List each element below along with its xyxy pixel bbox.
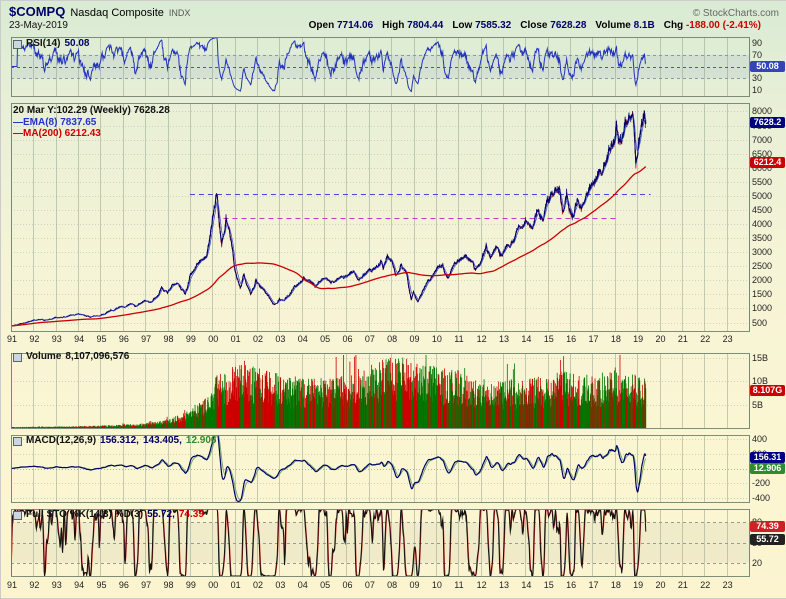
rsi-label: RSI(14)	[26, 38, 61, 49]
volume-value: 8,107,096,576	[65, 351, 130, 362]
sto-k-value: 55.72,	[147, 509, 175, 520]
sto-label: Full STO %K(14,3) %D(3)	[26, 509, 144, 520]
sto-panel-label: Full STO %K(14,3) %D(3) 55.72, 74.39	[13, 510, 204, 520]
price-legend-text: 20 Mar Y:102.29 (Weekly) 7628.28	[13, 105, 170, 116]
symbol: $COMPQ	[9, 4, 66, 19]
stockcharts-copyright-link[interactable]: © StockCharts.com	[692, 8, 779, 19]
macd-value-2: 143.405,	[142, 435, 182, 446]
quote-date: 23-May-2019	[9, 20, 68, 31]
quote-change: Chg -188.00 (-2.41%)	[663, 20, 761, 31]
panel-collapse-icon[interactable]	[13, 436, 22, 446]
rsi-value: 50.08	[64, 38, 90, 49]
ema-legend-text: —EMA(8) 7837.65	[13, 117, 97, 128]
volume-panel-label: Volume 8,107,096,576	[13, 352, 129, 362]
macd-value-3: 12.906	[185, 435, 217, 446]
ma200-legend-text: —MA(200) 6212.43	[13, 128, 101, 139]
exchange-label: INDX	[168, 8, 191, 18]
volume-label: Volume	[26, 351, 62, 362]
quote-low: Low 7585.32	[452, 20, 512, 31]
quote-close: Close 7628.28	[520, 20, 587, 31]
symbol-name: Nasdaq Composite	[70, 7, 164, 19]
ohlc-quote: Open 7714.06 High 7804.44 Low 7585.32 Cl…	[309, 20, 761, 31]
quote-high: High 7804.44	[382, 20, 444, 31]
panel-collapse-icon[interactable]	[13, 39, 22, 49]
price-legend: 20 Mar Y:102.29 (Weekly) 7628.28	[13, 106, 170, 116]
macd-panel-label: MACD(12,26,9) 156.312, 143.405, 12.906	[13, 436, 217, 446]
ema-legend: —EMA(8) 7837.65	[13, 118, 96, 128]
macd-value-1: 156.312,	[100, 435, 139, 446]
quote-volume: Volume 8.1B	[595, 20, 655, 31]
rsi-panel-label: RSI(14) 50.08	[13, 39, 89, 49]
sto-d-value: 74.39	[178, 509, 204, 520]
quote-open: Open 7714.06	[308, 20, 374, 31]
ma200-legend: —MA(200) 6212.43	[13, 129, 101, 139]
chart-header: $COMPQ Nasdaq Composite INDX © StockChar…	[9, 4, 779, 19]
panel-collapse-icon[interactable]	[13, 352, 22, 362]
panel-collapse-icon[interactable]	[13, 510, 22, 520]
quote-bar: 23-May-2019 Open 7714.06 High 7804.44 Lo…	[9, 20, 761, 31]
macd-label: MACD(12,26,9)	[26, 435, 97, 446]
